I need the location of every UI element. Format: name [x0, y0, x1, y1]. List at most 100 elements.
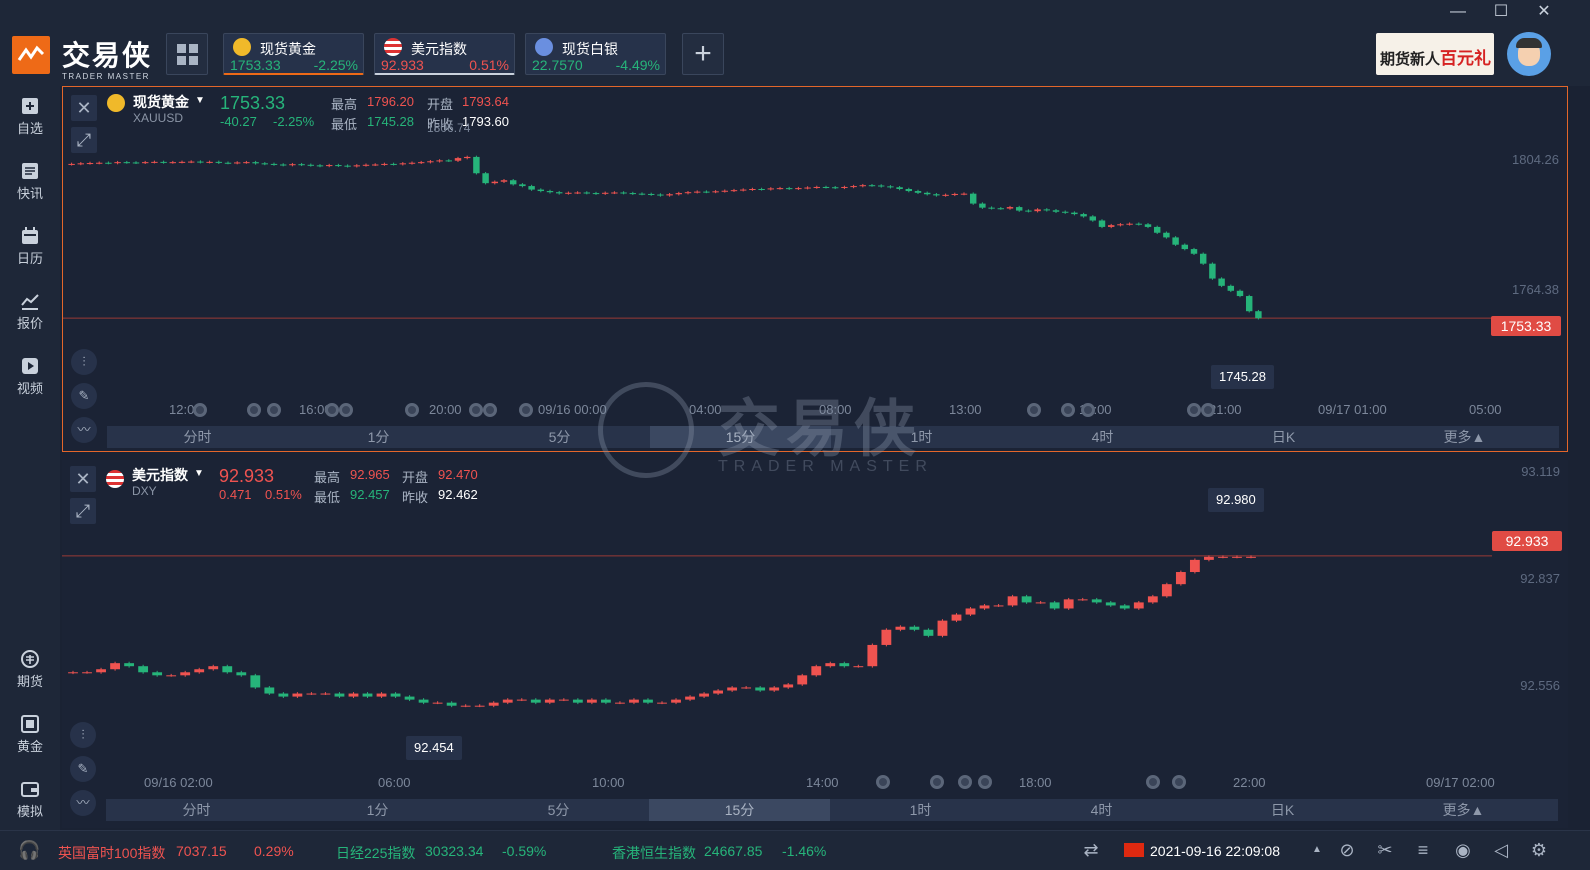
symbol-name[interactable]: 美元指数 — [132, 467, 188, 483]
tf-more[interactable]: 更多▲ — [1442, 802, 1485, 818]
maximize-button[interactable]: ☐ — [1493, 3, 1509, 20]
chart-type-button[interactable]: 〰 — [70, 790, 96, 816]
indicator-tool-button[interactable]: ⫶ — [71, 349, 97, 375]
candle — [1209, 263, 1216, 279]
tf-more[interactable]: 更多▲ — [1443, 429, 1486, 445]
event-marker[interactable] — [1201, 403, 1215, 417]
draw-tool-button[interactable]: ✎ — [71, 383, 97, 409]
event-marker[interactable] — [339, 403, 353, 417]
draw-tool-button[interactable]: ✎ — [70, 756, 96, 782]
tf-tick[interactable]: 分时 — [182, 802, 211, 818]
sidebar-item-gold[interactable]: 黄金 — [0, 704, 60, 764]
candle — [993, 605, 1004, 607]
gold-candlestick-chart[interactable] — [63, 87, 1567, 451]
screen-off-icon[interactable]: ⊘ — [1339, 840, 1355, 860]
ticker-name[interactable]: 英国富时100指数 — [58, 845, 166, 861]
event-marker[interactable] — [1187, 403, 1201, 417]
avatar-face — [1518, 42, 1540, 66]
event-marker[interactable] — [267, 403, 281, 417]
tf-5min[interactable]: 5分 — [547, 802, 570, 818]
y-axis-label: 1764.38 — [1512, 282, 1559, 297]
minimize-button[interactable]: — — [1450, 3, 1466, 20]
tf-1min[interactable]: 1分 — [366, 802, 389, 818]
headset-icon[interactable]: 🎧 — [18, 840, 41, 860]
event-marker[interactable] — [958, 775, 972, 789]
tf-tick[interactable]: 分时 — [183, 429, 212, 445]
event-marker[interactable] — [876, 775, 890, 789]
event-marker[interactable] — [1027, 403, 1041, 417]
expand-chart-button[interactable]: ⤢ — [70, 498, 96, 524]
ticker-name[interactable]: 香港恒生指数 — [612, 845, 696, 861]
tf-4hour[interactable]: 4时 — [1091, 429, 1114, 445]
event-marker[interactable] — [325, 403, 339, 417]
sidebar-item-simulate[interactable]: 模拟 — [0, 769, 60, 829]
event-marker[interactable] — [1172, 775, 1186, 789]
tools-icon[interactable]: ✂ — [1377, 840, 1393, 860]
symbol-name[interactable]: 现货黄金 — [133, 94, 189, 110]
chevron-down-icon[interactable]: ▼ — [194, 468, 204, 479]
close-window-button[interactable]: ✕ — [1537, 3, 1551, 20]
chart-panel-usd-index[interactable]: ✕ ⤢ ⫶ ✎ 〰 美元指数 ▼ DXY 92.933 0.471 0.51% … — [62, 460, 1568, 828]
translate-icon[interactable]: ⇄ — [1083, 840, 1099, 860]
candle — [592, 193, 600, 195]
tf-1hour[interactable]: 1时 — [909, 802, 932, 818]
sidebar-item-quotes[interactable]: 报价 — [0, 281, 60, 341]
tf-15min[interactable]: 15分 — [649, 799, 830, 821]
close-chart-button[interactable]: ✕ — [71, 95, 97, 121]
candle — [1052, 210, 1060, 212]
mute-icon[interactable]: ◁ — [1494, 840, 1508, 860]
promo-banner[interactable]: 期货新人百元礼 — [1376, 33, 1494, 75]
event-marker[interactable] — [519, 403, 533, 417]
sidebar-item-news[interactable]: 快讯 — [0, 151, 60, 211]
tf-1min[interactable]: 1分 — [367, 429, 390, 445]
caret-up-icon[interactable]: ▲ — [1312, 844, 1322, 855]
event-marker[interactable] — [930, 775, 944, 789]
sidebar-item-watchlist[interactable]: 自选 — [0, 86, 60, 146]
tab-spot-gold[interactable]: 现货黄金 1753.33 -2.25% — [223, 33, 364, 75]
tf-15min[interactable]: 15分 — [650, 426, 831, 448]
expand-chart-button[interactable]: ⤢ — [71, 127, 97, 153]
event-marker[interactable] — [1061, 403, 1075, 417]
tf-5min[interactable]: 5分 — [548, 429, 571, 445]
candle — [558, 699, 569, 701]
candle — [166, 675, 177, 677]
ticker-name[interactable]: 日经225指数 — [336, 845, 416, 861]
sidebar-item-video[interactable]: 视频 — [0, 346, 60, 406]
chart-type-button[interactable]: 〰 — [71, 417, 97, 443]
event-marker[interactable] — [1081, 403, 1095, 417]
camera-icon[interactable]: ◉ — [1455, 840, 1471, 860]
layout-grid-button[interactable] — [166, 33, 208, 75]
sidebar-item-calendar[interactable]: 日历 — [0, 216, 60, 276]
menu-icon[interactable]: ≡ — [1417, 840, 1429, 860]
event-marker[interactable] — [978, 775, 992, 789]
event-marker[interactable] — [1146, 775, 1160, 789]
tab-usd-index[interactable]: 美元指数 92.933 0.51% — [374, 33, 515, 75]
event-marker[interactable] — [405, 403, 419, 417]
candle — [141, 162, 149, 164]
event-marker[interactable] — [469, 403, 483, 417]
add-tab-button[interactable]: + — [682, 33, 724, 75]
candle — [1199, 253, 1207, 264]
candle — [937, 620, 948, 636]
candle — [797, 675, 808, 685]
tf-daily[interactable]: 日K — [1270, 802, 1295, 818]
settings-gear-icon[interactable]: ⚙ — [1530, 840, 1548, 860]
chevron-down-icon[interactable]: ▼ — [195, 95, 205, 106]
close-chart-button[interactable]: ✕ — [70, 466, 96, 492]
low-label: 最低 — [314, 490, 341, 505]
tab-spot-silver[interactable]: 现货白银 22.7570 -4.49% — [525, 33, 666, 75]
tf-daily[interactable]: 日K — [1271, 429, 1296, 445]
sidebar-item-futures[interactable]: 期货 — [0, 639, 60, 699]
candle — [1107, 225, 1115, 227]
tf-4hour[interactable]: 4时 — [1090, 802, 1113, 818]
event-marker[interactable] — [483, 403, 497, 417]
candle — [243, 162, 250, 164]
indicator-tool-button[interactable]: ⫶ — [70, 722, 96, 748]
usd-index-candlestick-chart[interactable] — [62, 460, 1568, 828]
open-label: 开盘 — [427, 97, 454, 112]
event-marker[interactable] — [193, 403, 207, 417]
tf-1hour[interactable]: 1时 — [910, 429, 933, 445]
avatar[interactable] — [1507, 32, 1551, 76]
chart-panel-gold[interactable]: ✕ ⤢ ⫶ ✎ 〰 现货黄金 ▼ XAUUSD 1753.33 -40.27 -… — [62, 86, 1568, 452]
event-marker[interactable] — [247, 403, 261, 417]
